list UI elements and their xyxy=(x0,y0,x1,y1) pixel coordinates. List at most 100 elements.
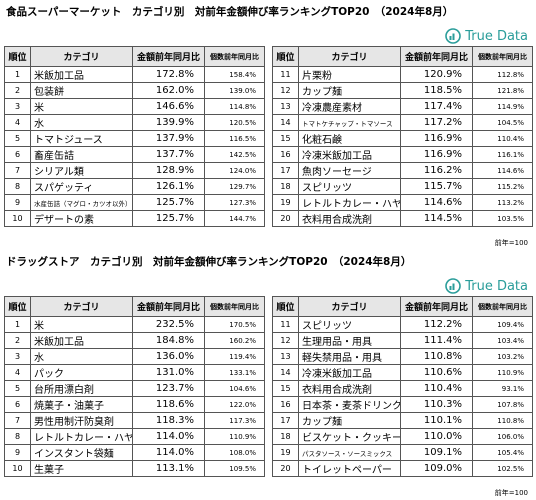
table-row: 2 米飯加工品 184.8% 160.2% xyxy=(4,332,265,349)
rank: 8 xyxy=(4,178,31,195)
category: 包装餅 xyxy=(30,82,133,99)
table-row: 1 米飯加工品 172.8% 158.4% xyxy=(4,66,265,83)
rank: 19 xyxy=(272,444,299,461)
rank: 1 xyxy=(4,316,31,333)
rank: 13 xyxy=(272,98,299,115)
amount-ratio: 112.2% xyxy=(400,316,473,333)
count-ratio: 114.8% xyxy=(204,98,265,115)
count-ratio: 158.4% xyxy=(204,66,265,83)
amount-ratio: 123.7% xyxy=(132,380,205,397)
rank: 8 xyxy=(4,428,31,445)
table-row: 5 トマトジュース 137.9% 116.5% xyxy=(4,130,265,147)
amount-ratio: 116.9% xyxy=(400,130,473,147)
table-row: 2 包装餅 162.0% 139.0% xyxy=(4,82,265,99)
table-row: 15 化粧石鹸 116.9% 110.4% xyxy=(272,130,533,147)
category: パック xyxy=(30,364,133,381)
rank: 2 xyxy=(4,332,31,349)
category: 生理用品・用具 xyxy=(298,332,401,349)
rank: 7 xyxy=(4,412,31,429)
count-ratio: 110.4% xyxy=(472,130,533,147)
rank: 13 xyxy=(272,348,299,365)
amount-ratio: 110.3% xyxy=(400,396,473,413)
amount-ratio: 125.7% xyxy=(132,210,205,227)
amount-ratio: 110.4% xyxy=(400,380,473,397)
category: 日本茶・麦茶ドリンク xyxy=(298,396,401,413)
count-ratio: 121.8% xyxy=(472,82,533,99)
count-ratio: 113.2% xyxy=(472,194,533,211)
amount-ratio: 125.7% xyxy=(132,194,205,211)
table-row: 9 水産缶詰（マグロ・カツオ以外） 125.7% 127.3% xyxy=(4,194,265,211)
column-header: 順位 xyxy=(4,296,31,317)
column-header: 個数前年同月比 xyxy=(204,296,265,317)
table-row: 12 カップ麺 118.5% 121.8% xyxy=(272,82,533,99)
count-ratio: 124.0% xyxy=(204,162,265,179)
category: 畜産缶詰 xyxy=(30,146,133,163)
amount-ratio: 139.9% xyxy=(132,114,205,131)
amount-ratio: 110.6% xyxy=(400,364,473,381)
count-ratio: 116.1% xyxy=(472,146,533,163)
column-header: カテゴリ xyxy=(30,296,133,317)
header-row: 順位 カテゴリ 金額前年同月比 個数前年同月比 xyxy=(272,46,533,67)
category: 片栗粉 xyxy=(298,66,401,83)
rank: 3 xyxy=(4,348,31,365)
column-header: 個数前年同月比 xyxy=(472,46,533,67)
amount-ratio: 117.4% xyxy=(400,98,473,115)
rank: 12 xyxy=(272,82,299,99)
table-row: 15 衣料用合成洗剤 110.4% 93.1% xyxy=(272,380,533,397)
rank: 9 xyxy=(4,194,31,211)
table-row: 10 生菓子 113.1% 109.5% xyxy=(4,460,265,477)
count-ratio: 110.8% xyxy=(472,412,533,429)
rank: 16 xyxy=(272,146,299,163)
table-row: 20 トイレットペーパー 109.0% 102.5% xyxy=(272,460,533,477)
note: 前年=100 xyxy=(494,489,528,497)
amount-ratio: 118.3% xyxy=(132,412,205,429)
amount-ratio: 120.9% xyxy=(400,66,473,83)
count-ratio: 105.4% xyxy=(472,444,533,461)
column-header: 順位 xyxy=(272,46,299,67)
ranking-table: 順位 カテゴリ 金額前年同月比 個数前年同月比 11 片栗粉 120.9% 112.8% 12 カ… xyxy=(272,46,533,227)
category: トマトジュース xyxy=(30,130,133,147)
amount-ratio: 131.0% xyxy=(132,364,205,381)
category: シリアル類 xyxy=(30,162,133,179)
rank: 14 xyxy=(272,364,299,381)
amount-ratio: 146.6% xyxy=(132,98,205,115)
table-row: 5 台所用漂白剤 123.7% 104.6% xyxy=(4,380,265,397)
category: レトルトカレー・ハヤシ xyxy=(298,194,401,211)
table-row: 7 シリアル類 128.9% 124.0% xyxy=(4,162,265,179)
count-ratio: 160.2% xyxy=(204,332,265,349)
count-ratio: 142.5% xyxy=(204,146,265,163)
count-ratio: 120.5% xyxy=(204,114,265,131)
rank: 4 xyxy=(4,364,31,381)
count-ratio: 109.5% xyxy=(204,460,265,477)
category: トマトケチャップ・トマソース xyxy=(298,114,401,131)
count-ratio: 103.2% xyxy=(472,348,533,365)
category: 魚肉ソーセージ xyxy=(298,162,401,179)
column-header: 順位 xyxy=(4,46,31,67)
table-row: 17 カップ麺 110.1% 110.8% xyxy=(272,412,533,429)
section: ドラッグストア カテゴリ別 対前年金額伸び率ランキングTOP20 （2024年8… xyxy=(0,250,536,500)
count-ratio: 93.1% xyxy=(472,380,533,397)
count-ratio: 133.1% xyxy=(204,364,265,381)
table-row: 1 米 232.5% 170.5% xyxy=(4,316,265,333)
count-ratio: 103.4% xyxy=(472,332,533,349)
count-ratio: 122.0% xyxy=(204,396,265,413)
rank: 5 xyxy=(4,380,31,397)
ranking-table: 順位 カテゴリ 金額前年同月比 個数前年同月比 1 米飯加工品 172.8% 158.4% 2 包… xyxy=(4,46,265,227)
column-header: 個数前年同月比 xyxy=(472,296,533,317)
table-row: 3 米 146.6% 114.8% xyxy=(4,98,265,115)
count-ratio: 108.0% xyxy=(204,444,265,461)
count-ratio: 114.6% xyxy=(472,162,533,179)
ranking-table: 順位 カテゴリ 金額前年同月比 個数前年同月比 1 米 232.5% 170.5% 2 米飯加工品… xyxy=(4,296,265,477)
column-header: 金額前年同月比 xyxy=(132,296,205,317)
amount-ratio: 114.0% xyxy=(132,428,205,445)
amount-ratio: 110.8% xyxy=(400,348,473,365)
rank: 11 xyxy=(272,316,299,333)
amount-ratio: 111.4% xyxy=(400,332,473,349)
column-header: 個数前年同月比 xyxy=(204,46,265,67)
section-title: ドラッグストア カテゴリ別 対前年金額伸び率ランキングTOP20 （2024年8… xyxy=(6,256,412,268)
table-row: 6 焼菓子・油菓子 118.6% 122.0% xyxy=(4,396,265,413)
category: 男性用制汗防臭剤 xyxy=(30,412,133,429)
rank: 1 xyxy=(4,66,31,83)
rank: 18 xyxy=(272,428,299,445)
